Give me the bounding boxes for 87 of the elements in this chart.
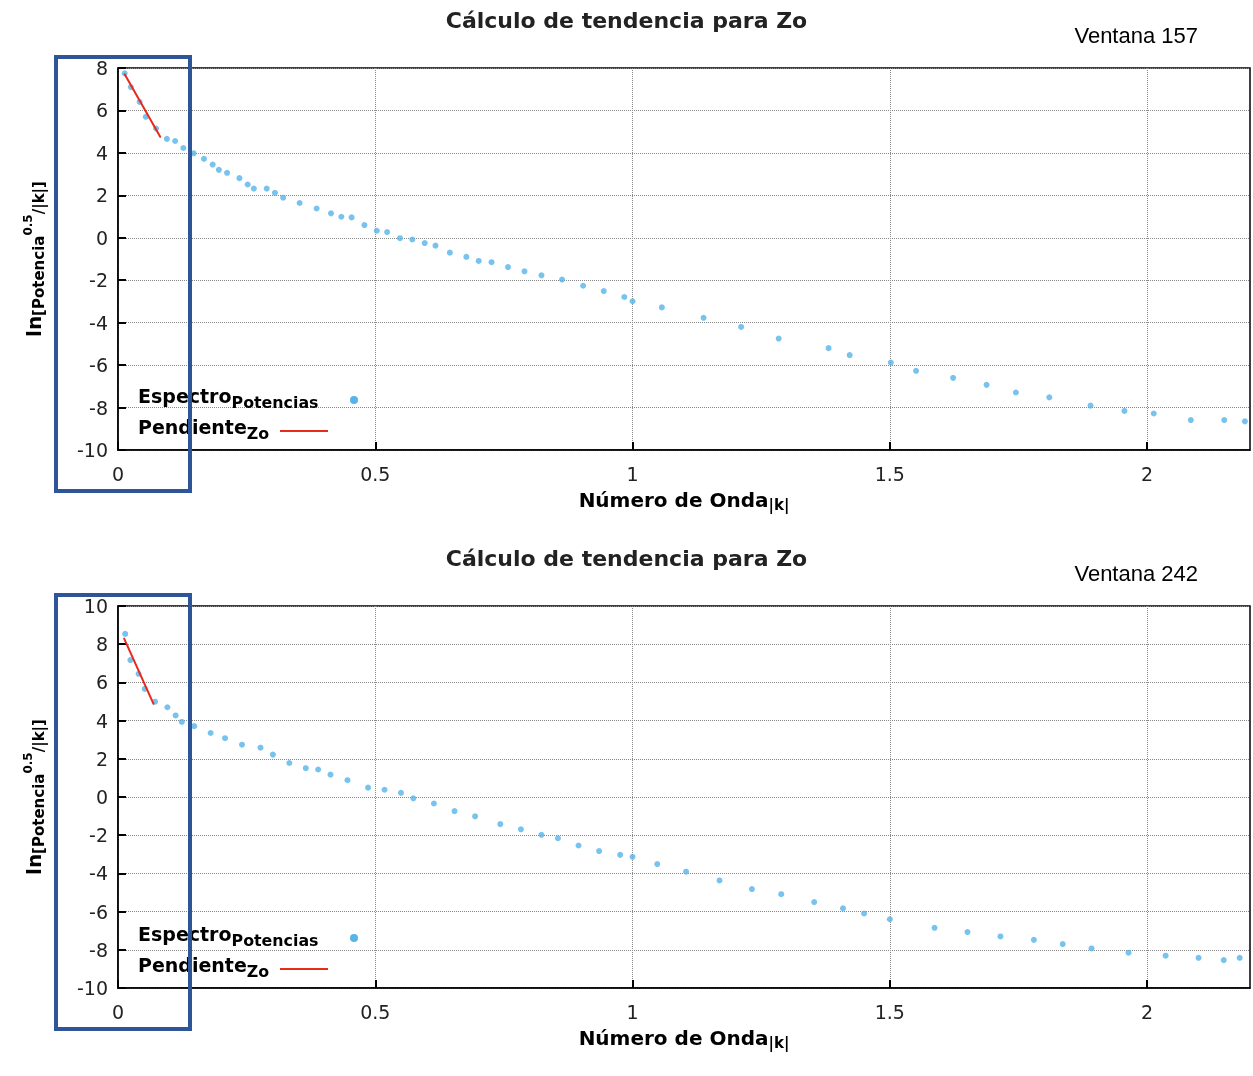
point: [997, 933, 1004, 940]
point: [629, 853, 636, 860]
point: [1236, 954, 1243, 961]
point: [127, 657, 134, 664]
y-tick-label: -2: [89, 824, 108, 847]
point: [617, 851, 624, 858]
point: [840, 905, 846, 912]
x-tick-label: 2: [1141, 1000, 1154, 1023]
point: [191, 723, 198, 730]
point: [931, 924, 938, 931]
point: [410, 795, 417, 802]
point: [683, 868, 690, 875]
y-tick-label: -6: [89, 354, 108, 377]
point: [178, 718, 185, 725]
point: [344, 777, 351, 784]
x-tick-label: 1.5: [874, 1000, 905, 1023]
y-tick-label: 4: [95, 141, 108, 164]
y-tick-label: 0: [95, 226, 108, 249]
y-tick-label: -10: [76, 977, 108, 999]
x-tick-label: 0.5: [360, 1000, 391, 1023]
x-tick-label: 0: [111, 1000, 125, 1023]
x-tick-label: 1.5: [874, 462, 905, 485]
x-tick-label: 2: [1141, 462, 1154, 485]
point: [654, 861, 661, 868]
y-tick-label: -6: [89, 900, 108, 923]
text: Ventana 242: [1074, 560, 1199, 586]
point: [286, 760, 293, 766]
x-tick-label: 1: [626, 1000, 639, 1023]
y-tick-label: -4: [89, 311, 108, 334]
y-tick-label: -2: [89, 269, 108, 292]
point: [1059, 941, 1066, 948]
chart-title: Cálculo de tendencia para Zo: [445, 7, 808, 33]
point: [886, 916, 893, 923]
point: [538, 831, 545, 838]
y-tick-label: 8: [95, 57, 108, 79]
point: [302, 765, 309, 772]
point: [207, 730, 214, 737]
point: [596, 848, 603, 855]
point: [497, 821, 504, 828]
text: Ventana 157: [1074, 22, 1199, 48]
point: [964, 929, 971, 936]
y-tick-label: 4: [95, 709, 108, 732]
point: [778, 891, 785, 898]
point: [748, 886, 755, 893]
point: [1088, 945, 1095, 952]
point: [239, 741, 246, 748]
point: [365, 784, 372, 791]
point: [1125, 949, 1132, 956]
y-tick-label: -4: [89, 862, 108, 885]
point: [1195, 954, 1202, 961]
y-tick-label: 6: [95, 99, 108, 122]
point: [575, 842, 582, 849]
point: [451, 808, 458, 815]
y-tick-label: -8: [89, 938, 108, 961]
point: [1220, 957, 1227, 964]
point: [811, 899, 818, 906]
point: [430, 800, 437, 807]
point: [861, 910, 868, 917]
point: [398, 789, 404, 796]
y-tick-label: 0: [95, 786, 108, 808]
y-tick-label: 10: [83, 595, 108, 617]
y-tick-label: 8: [95, 633, 108, 656]
point: [269, 751, 276, 758]
point: [517, 826, 524, 833]
y-tick-label: 2: [95, 747, 108, 770]
y-tick-label: 6: [95, 671, 108, 694]
point: [381, 786, 388, 793]
point: [554, 835, 561, 842]
x-tick-label: 0: [111, 462, 125, 485]
y-axis-title: ln[Potencia0.5/|k|]: [21, 719, 49, 875]
point: [222, 735, 229, 742]
point: [1162, 952, 1169, 959]
y-tick-label: -8: [89, 396, 108, 419]
point: [472, 813, 479, 820]
point: [315, 766, 322, 773]
point: [122, 630, 129, 637]
y-tick-label: 2: [95, 184, 108, 207]
point: [716, 877, 723, 884]
chart-title: Cálculo de tendencia para Zo: [445, 545, 808, 571]
y-tick-label: -10: [76, 439, 108, 461]
y-axis-title: ln[Potencia0.5/|k|]: [21, 181, 49, 337]
point: [164, 704, 171, 711]
point: [257, 744, 264, 751]
x-tick-label: 1: [626, 462, 639, 485]
x-tick-label: 0.5: [360, 462, 391, 485]
point: [1030, 936, 1037, 943]
point: [172, 712, 179, 719]
